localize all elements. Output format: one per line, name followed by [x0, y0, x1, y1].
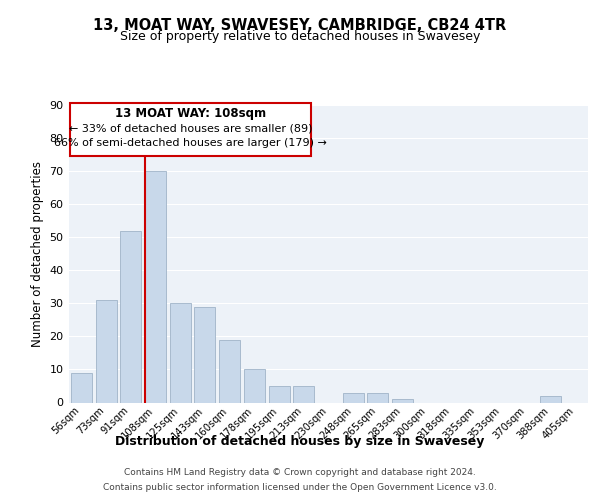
Bar: [145, 171, 166, 402]
Bar: [194, 306, 215, 402]
Text: 13, MOAT WAY, SWAVESEY, CAMBRIDGE, CB24 4TR: 13, MOAT WAY, SWAVESEY, CAMBRIDGE, CB24 …: [94, 18, 506, 32]
Bar: [170, 304, 191, 402]
Text: 13 MOAT WAY: 108sqm: 13 MOAT WAY: 108sqm: [115, 107, 266, 120]
Bar: [367, 392, 388, 402]
Text: ← 33% of detached houses are smaller (89): ← 33% of detached houses are smaller (89…: [69, 123, 313, 133]
Text: 66% of semi-detached houses are larger (179) →: 66% of semi-detached houses are larger (…: [54, 138, 327, 148]
Bar: [71, 373, 92, 402]
Bar: [392, 399, 413, 402]
Bar: [269, 386, 290, 402]
Bar: [120, 230, 141, 402]
FancyBboxPatch shape: [70, 104, 311, 156]
Bar: [95, 300, 116, 402]
Bar: [219, 340, 240, 402]
Y-axis label: Number of detached properties: Number of detached properties: [31, 161, 44, 347]
Text: Distribution of detached houses by size in Swavesey: Distribution of detached houses by size …: [115, 434, 485, 448]
Text: Size of property relative to detached houses in Swavesey: Size of property relative to detached ho…: [120, 30, 480, 43]
Text: Contains HM Land Registry data © Crown copyright and database right 2024.: Contains HM Land Registry data © Crown c…: [124, 468, 476, 477]
Bar: [541, 396, 562, 402]
Bar: [343, 392, 364, 402]
Bar: [244, 370, 265, 402]
Text: Contains public sector information licensed under the Open Government Licence v3: Contains public sector information licen…: [103, 483, 497, 492]
Bar: [293, 386, 314, 402]
